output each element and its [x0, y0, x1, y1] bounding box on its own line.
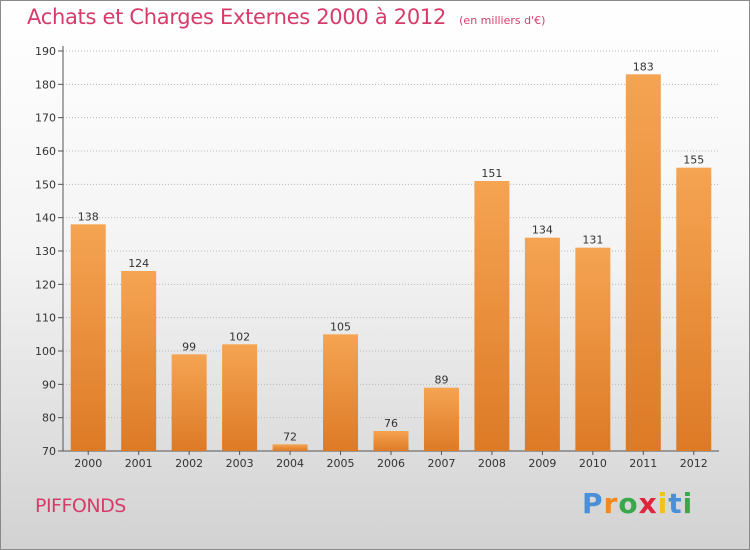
y-tick-label: 90 — [42, 378, 56, 391]
data-labels: 138 124 99 102 72 105 76 89 151 134 131 183 155 — [78, 60, 705, 443]
x-tick-label-2005: 2005 — [327, 457, 355, 470]
data-label-2010: 131 — [582, 234, 603, 247]
y-tick-label: 80 — [42, 412, 56, 425]
data-label-2006: 76 — [384, 417, 398, 430]
bar-2012 — [676, 167, 712, 451]
bar-2005 — [323, 334, 359, 451]
bar-2004 — [272, 444, 308, 451]
x-tick-labels: 2000 2001 2002 2003 2004 2005 2006 2007 2008 2009… — [74, 457, 708, 470]
bar-2003 — [222, 344, 258, 451]
y-tick-label: 140 — [35, 212, 56, 225]
y-tick-label: 150 — [35, 178, 56, 191]
data-label-2012: 155 — [683, 154, 704, 167]
data-label-2008: 151 — [481, 167, 502, 180]
y-tick-label: 70 — [42, 445, 56, 458]
logo-letter: x — [638, 487, 658, 520]
data-label-2000: 138 — [78, 210, 99, 223]
logo-letter: o — [618, 487, 639, 520]
x-tick-label-2002: 2002 — [175, 457, 203, 470]
data-label-2009: 134 — [532, 224, 553, 237]
data-label-2007: 89 — [434, 374, 448, 387]
data-label-2001: 124 — [128, 257, 149, 270]
logo-letter: r — [603, 487, 619, 520]
bar-2007 — [423, 387, 459, 451]
bar-2008 — [474, 181, 510, 451]
bar-2000 — [70, 224, 106, 451]
y-tick-labels: 70 80 90 100 110 120 130 140 150 160 170 180 190 — [35, 45, 56, 458]
y-tick-label: 180 — [35, 78, 56, 91]
x-tick-label-2006: 2006 — [377, 457, 405, 470]
chart-subtitle: (en milliers d'€) — [459, 14, 546, 27]
logo-letter: P — [582, 487, 604, 520]
proxiti-logo: Proxiti — [582, 487, 693, 520]
y-tick-label: 130 — [35, 245, 56, 258]
bar-2001 — [121, 271, 157, 451]
logo-letter: i — [657, 487, 669, 520]
title-row: Achats et Charges Externes 2000 à 2012 (… — [27, 5, 545, 29]
bar-2002 — [171, 354, 207, 451]
x-tick-label-2007: 2007 — [427, 457, 455, 470]
bar-2006 — [373, 431, 409, 451]
x-tick-label-2003: 2003 — [226, 457, 254, 470]
logo-letter: i — [682, 487, 694, 520]
data-label-2011: 183 — [633, 60, 654, 73]
x-tick-label-2012: 2012 — [680, 457, 708, 470]
bar-2010 — [575, 247, 611, 451]
y-tick-label: 170 — [35, 112, 56, 125]
data-label-2005: 105 — [330, 320, 351, 333]
y-tick-label: 100 — [35, 345, 56, 358]
axes — [58, 46, 719, 455]
bars — [70, 74, 712, 451]
x-tick-label-2001: 2001 — [125, 457, 153, 470]
x-tick-label-2010: 2010 — [579, 457, 607, 470]
x-tick-label-2011: 2011 — [629, 457, 657, 470]
grid-lines — [63, 50, 719, 419]
y-tick-label: 190 — [35, 45, 56, 58]
x-tick-label-2009: 2009 — [528, 457, 556, 470]
bar-2009 — [524, 237, 560, 451]
y-tick-label: 110 — [35, 312, 56, 325]
bar-2011 — [625, 74, 661, 451]
logo-letter: t — [668, 487, 683, 520]
y-tick-label: 160 — [35, 145, 56, 158]
data-label-2004: 72 — [283, 430, 297, 443]
x-tick-label-2000: 2000 — [74, 457, 102, 470]
city-name: PIFFONDS — [35, 495, 126, 517]
data-label-2003: 102 — [229, 330, 250, 343]
data-label-2002: 99 — [182, 340, 196, 353]
x-tick-label-2004: 2004 — [276, 457, 304, 470]
x-tick-label-2008: 2008 — [478, 457, 506, 470]
y-tick-label: 120 — [35, 278, 56, 291]
chart-title: Achats et Charges Externes 2000 à 2012 — [27, 5, 447, 29]
